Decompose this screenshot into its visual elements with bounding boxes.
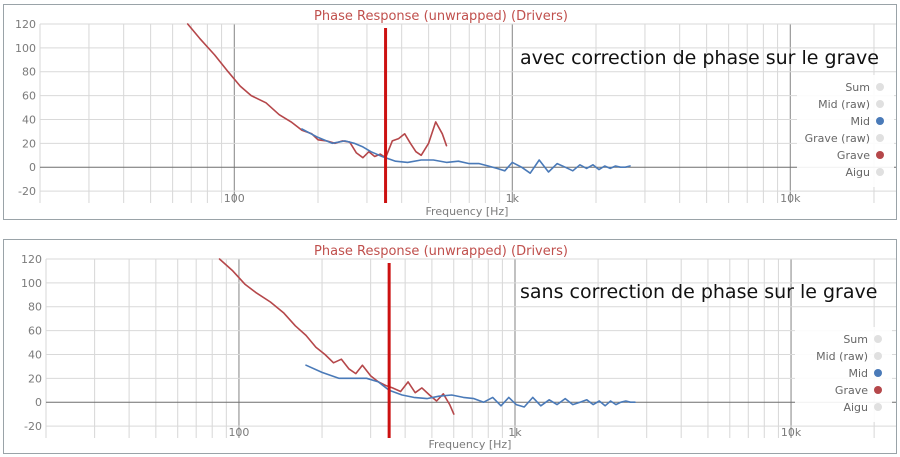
y-tick-label: 0 xyxy=(29,161,36,174)
chart-title: Phase Response (unwrapped) (Drivers) xyxy=(314,244,568,259)
x-axis-label: Frequency [Hz] xyxy=(429,438,512,451)
legend-label: Sum xyxy=(843,333,868,346)
x-tick-label: 10k xyxy=(780,192,801,205)
legend: Sum Mid (raw) Mid Grave (raw) Grave Aigu xyxy=(797,75,894,187)
y-tick-label: 100 xyxy=(15,42,36,55)
legend-dot xyxy=(874,369,882,377)
x-tick-label: 10k xyxy=(781,426,802,439)
x-axis-label: Frequency [Hz] xyxy=(426,205,509,218)
legend-dot xyxy=(876,117,884,125)
legend: Sum Mid (raw) Mid Grave Aigu xyxy=(795,327,892,422)
y-tick-label: 80 xyxy=(28,301,42,314)
x-tick-label: 1k xyxy=(508,426,522,439)
chart-panel-avec: Phase Response (unwrapped) (Drivers) -20 0… xyxy=(3,4,897,220)
x-tick-label: 100 xyxy=(228,426,249,439)
y-tick-label: 20 xyxy=(22,137,36,150)
annotation-text: sans correction de phase sur le grave xyxy=(520,281,877,303)
legend-label: Grave (raw) xyxy=(805,132,870,145)
legend-label: Mid xyxy=(848,367,868,380)
y-tick-label: 60 xyxy=(28,325,42,338)
chart-panel-sans: Phase Response (unwrapped) (Drivers) -20 0… xyxy=(3,239,897,454)
legend-dot xyxy=(874,352,882,360)
series-line-grave xyxy=(218,258,455,415)
chart-title: Phase Response (unwrapped) (Drivers) xyxy=(314,9,568,24)
phase-chart-sans: Phase Response (unwrapped) (Drivers) -20 0… xyxy=(21,244,896,451)
y-tick-label: 60 xyxy=(22,90,36,103)
y-tick-label: 120 xyxy=(15,18,36,31)
y-tick-label: 40 xyxy=(22,113,36,126)
y-tick-label: 20 xyxy=(28,372,42,385)
phase-chart-avec: Phase Response (unwrapped) (Drivers) -20 0… xyxy=(15,9,896,218)
legend-dot xyxy=(874,386,882,394)
legend-label: Sum xyxy=(845,81,870,94)
grid xyxy=(39,23,896,203)
grid xyxy=(45,258,896,438)
legend-dot xyxy=(876,151,884,159)
legend-dot xyxy=(874,403,882,411)
series-line-mid xyxy=(305,364,636,408)
y-tick-label: 120 xyxy=(21,253,42,266)
legend-label: Aigu xyxy=(843,401,868,414)
legend-dot xyxy=(874,335,882,343)
legend-label: Mid (raw) xyxy=(818,98,870,111)
legend-label: Mid xyxy=(850,115,870,128)
x-tick-label: 100 xyxy=(224,192,245,205)
y-tick-label: -20 xyxy=(24,420,42,433)
legend-label: Grave xyxy=(837,149,870,162)
annotation-text: avec correction de phase sur le grave xyxy=(520,47,879,69)
y-tick-label: -20 xyxy=(18,185,36,198)
x-tick-label: 1k xyxy=(506,192,520,205)
series-line-grave xyxy=(186,23,448,159)
y-tick-label: 100 xyxy=(21,277,42,290)
y-tick-label: 80 xyxy=(22,66,36,79)
y-tick-label: 40 xyxy=(28,348,42,361)
legend-dot xyxy=(876,134,884,142)
legend-label: Mid (raw) xyxy=(816,350,868,363)
legend-dot xyxy=(876,83,884,91)
series-line-mid xyxy=(301,128,631,174)
legend-dot xyxy=(876,168,884,176)
legend-label: Aigu xyxy=(845,166,870,179)
legend-box xyxy=(797,75,894,187)
legend-dot xyxy=(876,100,884,108)
y-tick-label: 0 xyxy=(35,396,42,409)
legend-label: Grave xyxy=(835,384,868,397)
